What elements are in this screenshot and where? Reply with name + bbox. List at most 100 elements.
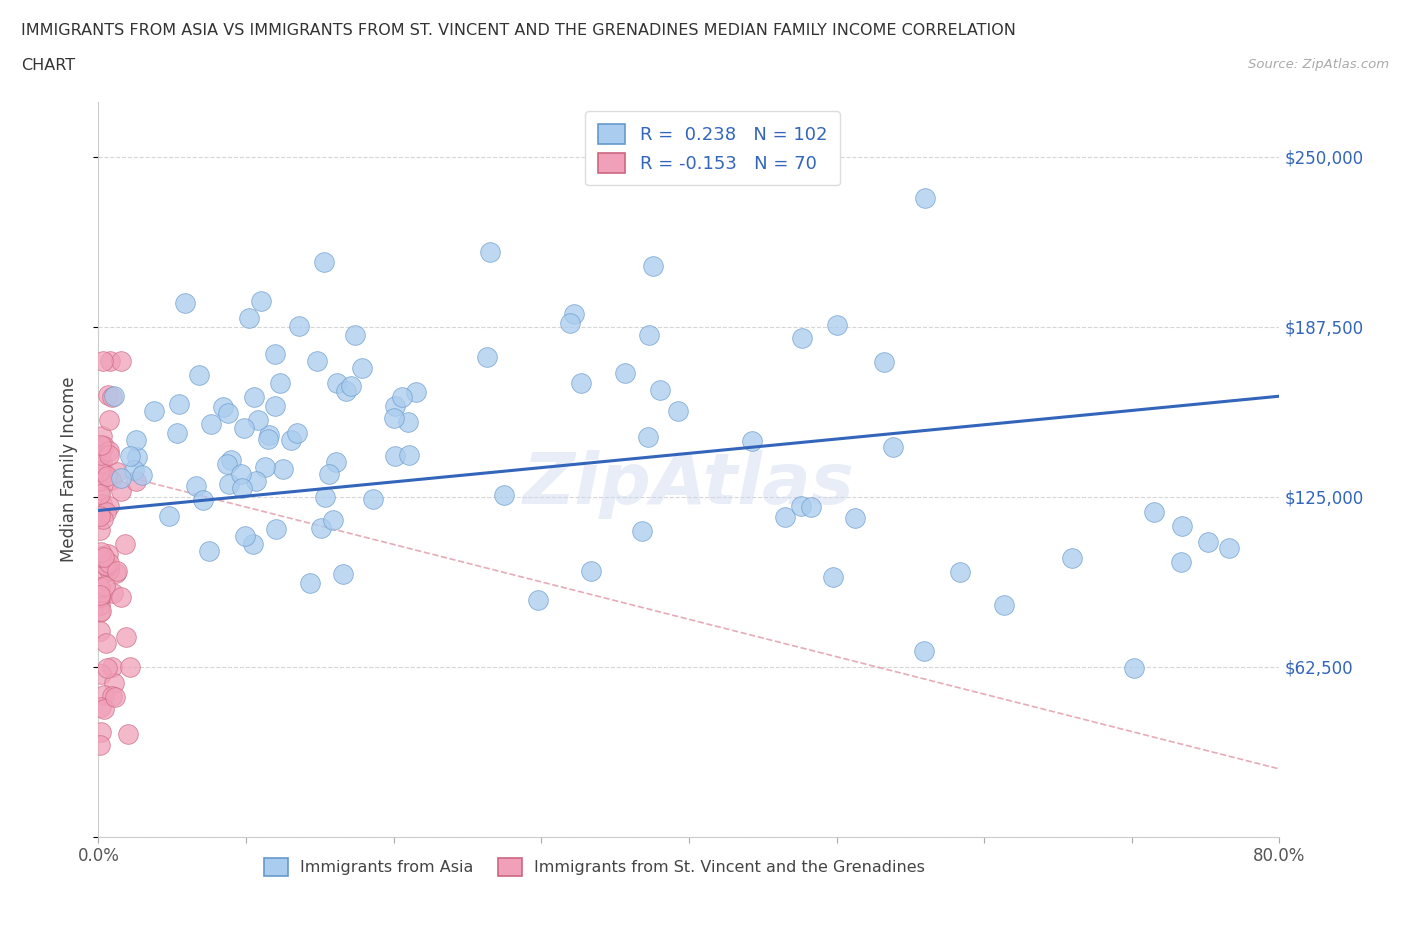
Point <box>280 432 302 447</box>
Point <box>96 558 118 573</box>
Point <box>110 353 132 368</box>
Point <box>1060 550 1083 565</box>
Point <box>104 565 127 580</box>
Point <box>254 459 277 474</box>
Point <box>1143 505 1166 520</box>
Point <box>340 379 363 393</box>
Point <box>90 456 112 471</box>
Point <box>169 397 191 412</box>
Point <box>384 449 406 464</box>
Point <box>882 440 904 455</box>
Point <box>93 702 115 717</box>
Point <box>398 447 420 462</box>
Point <box>993 597 1015 612</box>
Point <box>90 552 112 567</box>
Point <box>782 163 804 178</box>
Point <box>318 466 340 481</box>
Point <box>91 589 114 604</box>
Point <box>103 585 125 600</box>
Point <box>173 296 195 311</box>
Point <box>217 405 239 420</box>
Point <box>166 425 188 440</box>
Point <box>91 512 114 526</box>
Point <box>110 471 132 485</box>
Point <box>90 549 112 564</box>
Point <box>322 512 344 527</box>
Point <box>98 444 121 458</box>
Point <box>90 463 112 478</box>
Point <box>89 509 111 524</box>
Point <box>93 439 115 454</box>
Point <box>89 588 111 603</box>
Point <box>396 415 419 430</box>
Point <box>492 487 515 502</box>
Point <box>94 505 117 520</box>
Point <box>475 349 498 364</box>
Point <box>97 563 120 578</box>
Point <box>250 294 273 309</box>
Point <box>271 461 294 476</box>
Text: ZipAtlas: ZipAtlas <box>523 450 855 519</box>
Point <box>93 549 115 564</box>
Point <box>384 398 406 413</box>
Point <box>648 382 671 397</box>
Point <box>131 467 153 482</box>
Point <box>242 537 264 551</box>
Point <box>242 390 264 405</box>
Point <box>288 318 311 333</box>
Point <box>96 661 118 676</box>
Point <box>800 499 823 514</box>
Point <box>949 565 972 579</box>
Point <box>91 566 114 581</box>
Point <box>191 493 214 508</box>
Point <box>343 328 366 343</box>
Point <box>198 544 221 559</box>
Point <box>912 644 935 658</box>
Point <box>361 491 384 506</box>
Point <box>823 569 845 584</box>
Point <box>352 361 374 376</box>
Point <box>285 426 308 441</box>
Point <box>89 623 111 638</box>
Point <box>98 413 121 428</box>
Point <box>245 474 267 489</box>
Point <box>235 528 257 543</box>
Point <box>233 420 256 435</box>
Point <box>741 434 763 449</box>
Point <box>579 564 602 578</box>
Point <box>98 353 121 368</box>
Point <box>89 598 111 613</box>
Point <box>96 388 118 403</box>
Point <box>478 245 501 259</box>
Point <box>269 376 291 391</box>
Point <box>569 376 592 391</box>
Point <box>90 544 112 559</box>
Point <box>219 453 242 468</box>
Point <box>637 430 659 445</box>
Text: IMMIGRANTS FROM ASIA VS IMMIGRANTS FROM ST. VINCENT AND THE GRENADINES MEDIAN FA: IMMIGRANTS FROM ASIA VS IMMIGRANTS FROM … <box>21 23 1017 38</box>
Point <box>773 510 796 525</box>
Point <box>187 367 209 382</box>
Point <box>105 564 128 578</box>
Point <box>1171 519 1194 534</box>
Point <box>105 464 128 479</box>
Point <box>264 398 287 413</box>
Point <box>96 469 118 484</box>
Point <box>90 700 112 715</box>
Legend: Immigrants from Asia, Immigrants from St. Vincent and the Grenadines: Immigrants from Asia, Immigrants from St… <box>257 852 932 882</box>
Point <box>117 726 139 741</box>
Point <box>335 384 357 399</box>
Point <box>124 473 146 488</box>
Point <box>231 467 253 482</box>
Point <box>298 576 321 591</box>
Point <box>97 499 120 514</box>
Point <box>91 429 114 444</box>
Point <box>844 511 866 525</box>
Point <box>312 255 335 270</box>
Point <box>872 355 894 370</box>
Point <box>89 591 111 605</box>
Point <box>1218 540 1240 555</box>
Point <box>97 448 120 463</box>
Point <box>93 558 115 573</box>
Point <box>382 411 405 426</box>
